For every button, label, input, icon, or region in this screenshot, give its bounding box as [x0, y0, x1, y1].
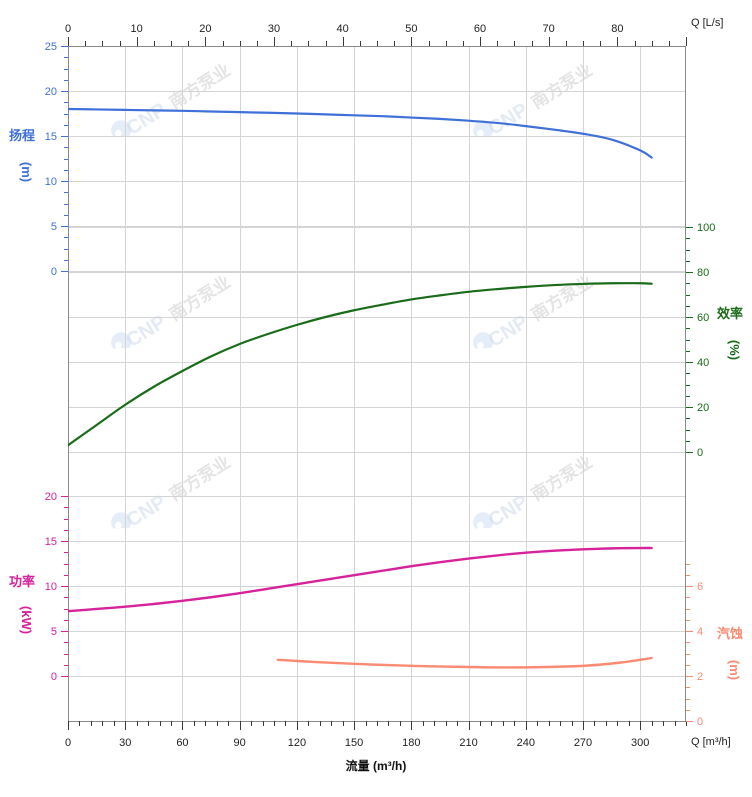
svg-text:300: 300 — [631, 737, 649, 749]
axis-title-efficiency: 效率 (%) — [717, 306, 743, 360]
svg-text:20: 20 — [697, 402, 709, 414]
svg-text:10: 10 — [45, 176, 57, 188]
svg-text:100: 100 — [697, 222, 715, 234]
svg-text:180: 180 — [402, 737, 420, 749]
svg-text:10: 10 — [45, 581, 57, 593]
svg-text:2: 2 — [697, 671, 703, 683]
svg-text:40: 40 — [697, 357, 709, 369]
power-axis-unit: (kW) — [19, 606, 34, 634]
bottom-axis-unit-label: Q [m³/h] — [691, 736, 731, 748]
svg-text:70: 70 — [543, 23, 555, 35]
svg-text:4: 4 — [697, 626, 703, 638]
svg-text:270: 270 — [574, 737, 592, 749]
svg-text:0: 0 — [51, 266, 57, 278]
svg-text:240: 240 — [517, 737, 535, 749]
svg-text:60: 60 — [176, 737, 188, 749]
svg-text:15: 15 — [45, 536, 57, 548]
svg-text:5: 5 — [51, 626, 57, 638]
svg-text:0: 0 — [65, 23, 71, 35]
curve-npsh — [276, 656, 653, 669]
efficiency-axis-label: 效率 — [717, 306, 743, 321]
svg-text:50: 50 — [405, 23, 417, 35]
axis-title-head: 扬程 (m) — [9, 128, 35, 182]
svg-text:90: 90 — [234, 737, 246, 749]
npsh-axis-unit: (m) — [727, 660, 742, 680]
svg-text:150: 150 — [345, 737, 363, 749]
npsh-axis-label: 汽蚀 — [717, 626, 743, 641]
svg-text:120: 120 — [288, 737, 306, 749]
svg-text:80: 80 — [697, 267, 709, 279]
svg-text:20: 20 — [199, 23, 211, 35]
axis-title-power: 功率 (kW) — [9, 574, 35, 634]
top-axis-unit-label: Q [L/s] — [691, 17, 723, 29]
plot-frame — [68, 46, 686, 722]
axis-title-npsh: 汽蚀 (m) — [717, 626, 743, 680]
efficiency-axis-unit: (%) — [727, 340, 742, 360]
svg-text:30: 30 — [268, 23, 280, 35]
svg-text:30: 30 — [119, 737, 131, 749]
svg-text:60: 60 — [697, 312, 709, 324]
axis-ticks: 0 10 20 30 40 50 60 70 800 30 60 90 120 150 180 210 240 2… — [45, 23, 716, 749]
head-axis-label: 扬程 — [9, 128, 35, 143]
svg-text:20: 20 — [45, 491, 57, 503]
curve-layer — [68, 107, 653, 669]
svg-text:40: 40 — [337, 23, 349, 35]
curve-power — [68, 546, 653, 613]
svg-text:210: 210 — [459, 737, 477, 749]
svg-text:15: 15 — [45, 131, 57, 143]
svg-text:10: 10 — [131, 23, 143, 35]
svg-text:0: 0 — [697, 447, 703, 459]
svg-text:60: 60 — [474, 23, 486, 35]
svg-text:20: 20 — [45, 86, 57, 98]
svg-text:0: 0 — [697, 716, 703, 728]
curve-efficiency — [68, 282, 653, 447]
svg-text:6: 6 — [697, 581, 703, 593]
svg-text:0: 0 — [51, 671, 57, 683]
svg-text:80: 80 — [611, 23, 623, 35]
power-axis-label: 功率 — [9, 574, 35, 589]
svg-text:5: 5 — [51, 221, 57, 233]
svg-text:0: 0 — [65, 737, 71, 749]
head-axis-unit: (m) — [19, 162, 34, 182]
watermark-layer — [107, 56, 597, 541]
curve-head — [68, 107, 653, 159]
x-axis-title: 流量 (m³/h) — [346, 758, 407, 773]
svg-text:25: 25 — [45, 41, 57, 53]
